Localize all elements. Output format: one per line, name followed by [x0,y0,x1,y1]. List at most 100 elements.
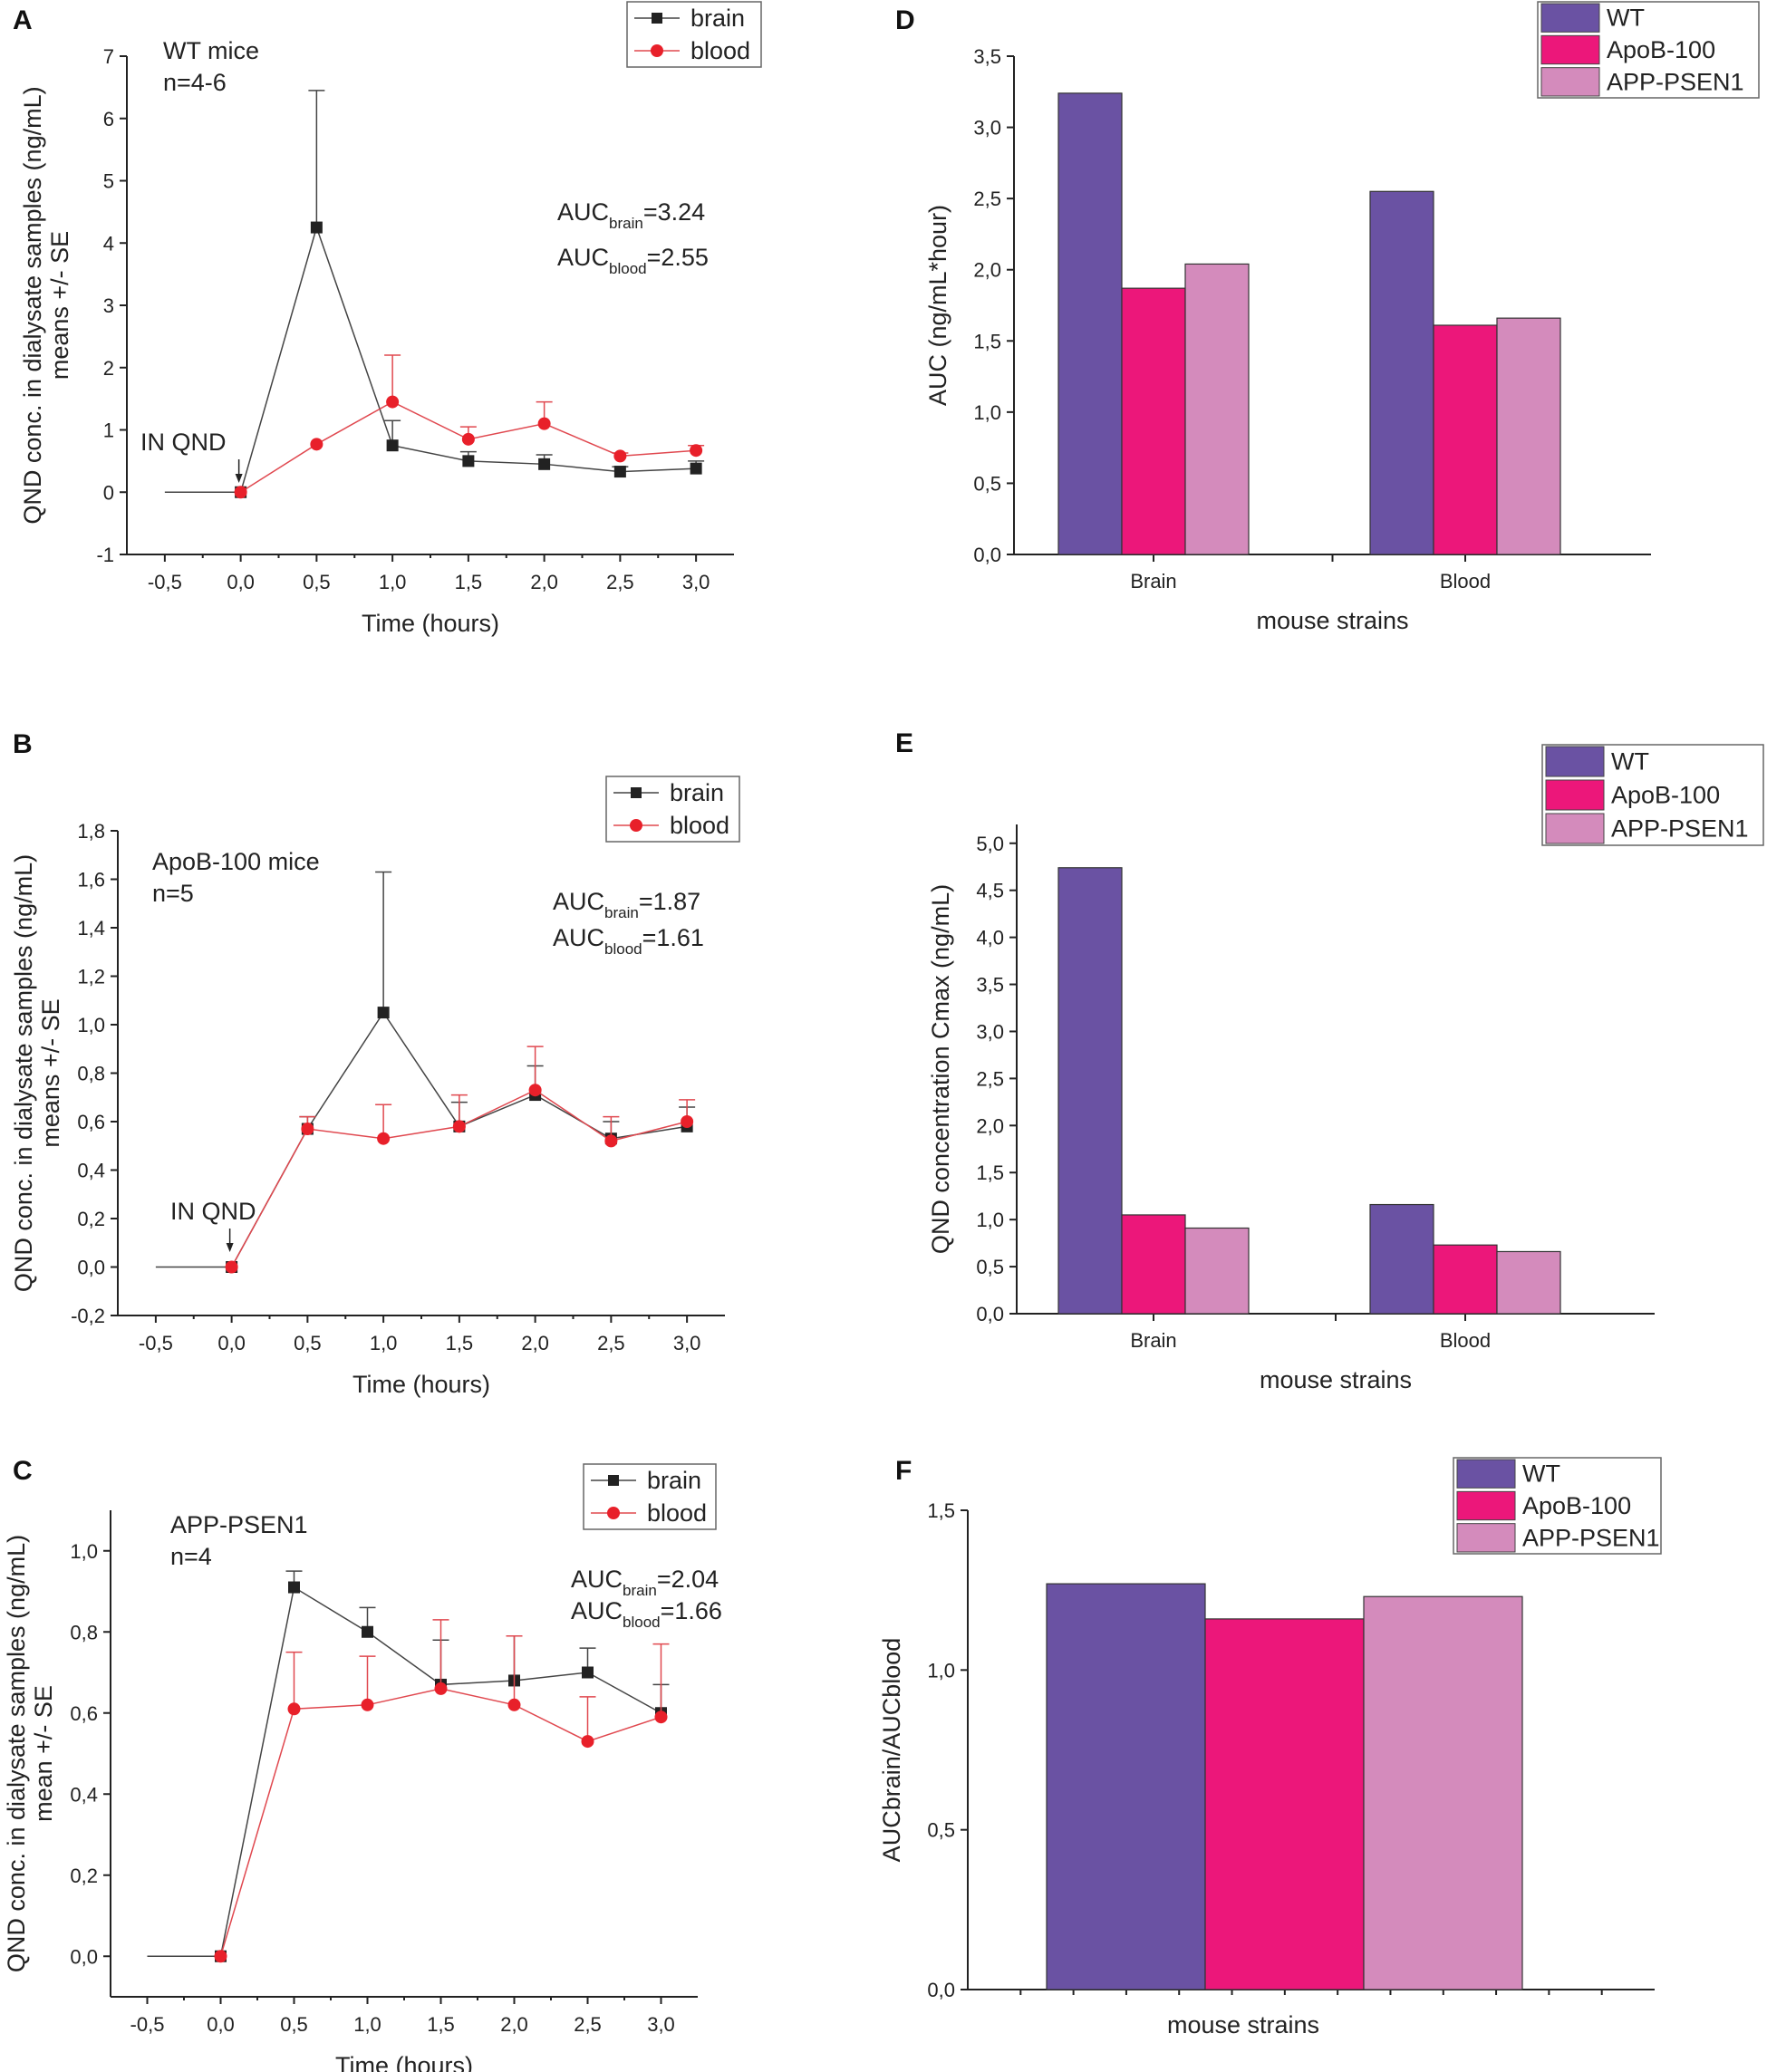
legend-marker-blood [651,44,663,57]
legend-label-blood: blood [670,812,729,839]
panel-f: F 0,0 0,5 1,0 1,5 mouse strains AUCbrain/AUCbl… [878,1456,1662,2038]
legend-label-ApoB-100: ApoB-100 [1611,782,1720,809]
bar-APP-PSEN1-blood [1496,317,1561,555]
x-tick-label: 3,0 [673,1332,701,1354]
y-tick-label: 0,5 [976,1256,1004,1278]
y-tick-label: 3 [103,294,114,317]
y-tick-label: 0 [103,481,114,504]
legend: WT ApoB-100 APP-PSEN1 [1537,1,1760,99]
data-point-brain [462,455,475,467]
auc-text-blood: AUCblood=2.55 [557,244,709,277]
legend-label-WT: WT [1611,748,1649,776]
data-point-brain [582,1666,594,1679]
panel-d: D 0,0 0,5 1,0 1,5 2,0 2,5 3,0 3,5 Brain Blood mouse… [895,1,1760,634]
y-tick-label: 0,0 [973,544,1001,566]
data-point-blood [528,1084,542,1097]
x-tick-label: 1,0 [379,571,407,593]
y-axis: 0,0 0,5 1,0 1,5 [927,1499,969,2001]
y-axis-label-line2: means +/- SE [46,231,73,380]
legend: brain blood [605,776,740,843]
y-tick-label: 3,0 [976,1020,1004,1043]
panel-label: F [895,1456,912,1486]
y-tick-label: 2,0 [973,259,1001,282]
y-tick-label: 0,8 [77,1063,105,1085]
x-tick-label: 2,5 [597,1332,625,1354]
x-tick-label: 1,5 [455,571,483,593]
legend-label-WT: WT [1607,5,1645,32]
y-tick-label: 0,2 [70,1865,98,1887]
legend: brain blood [583,1463,717,1530]
y-axis: 0,0 0,5 1,0 1,5 2,0 2,5 3,0 3,5 4,0 4,5 5,0 [976,824,1018,1325]
x-axis: Brain Blood [1014,554,1651,593]
x-tick-label: 0,0 [207,2013,235,2036]
y-tick-label: 1,5 [973,330,1001,352]
legend-label-ApoB-100: ApoB-100 [1522,1492,1631,1519]
data-point-blood [461,432,475,446]
x-category-label: Blood [1440,570,1491,593]
series-line-brain [230,1011,688,1267]
x-tick-label: 1,5 [446,1332,474,1354]
x-tick-label: -0,5 [148,571,182,593]
legend: WT ApoB-100 APP-PSEN1 [1541,744,1764,846]
bar-ApoB-100-brain [1121,1214,1186,1315]
x-axis-label: Time (hours) [362,610,499,637]
auc-sub: brain [609,215,643,232]
auc-sub: brain [604,904,639,921]
panel-c: C 0,0 0,2 0,4 0,6 0,8 1,0 -0,5 0,0 0,5 1,0 1,5 2,0 2,… [3,1456,722,2072]
data-point-blood [434,1682,448,1695]
bar-WT-brain [1057,867,1123,1315]
series-brain [226,871,696,1273]
legend-swatch-APP-PSEN1 [1456,1523,1516,1553]
x-category-label: Blood [1440,1329,1491,1352]
series-line-blood [219,1688,661,1957]
data-point-brain [613,466,626,478]
data-point-brain [386,439,399,452]
auc-base: AUC [553,888,604,915]
chart-title: WT mice [163,37,259,64]
data-point-blood [310,438,323,451]
data-point-brain [377,1007,390,1019]
legend-label-brain: brain [670,779,724,806]
annotation-arrowhead [226,1243,234,1252]
y-tick-label: 1,0 [973,401,1001,424]
x-tick-label: 2,0 [500,2013,528,2036]
x-tick-label: -0,5 [139,1332,173,1354]
y-tick-label: 5 [103,170,114,193]
data-point-blood [654,1711,668,1724]
y-tick-label: 0,4 [70,1783,98,1806]
y-axis-label: QND concentration Cmax (ng/mL) [927,884,954,1254]
data-point-blood [377,1132,391,1145]
legend: brain blood [626,1,762,68]
legend: WT ApoB-100 APP-PSEN1 [1453,1457,1662,1555]
y-tick-label: 4,0 [976,927,1004,949]
x-axis: -0,5 0,0 0,5 1,0 1,5 2,0 2,5 3,0 [111,1996,698,2036]
legend-marker-brain [631,787,642,798]
y-tick-label: 0,5 [973,472,1001,495]
legend-swatch-WT [1545,746,1605,777]
chart-subtitle: n=5 [152,880,194,907]
y-tick-label: 1,4 [77,917,105,940]
auc-value: =3.24 [643,198,705,226]
panel-label: D [895,5,915,35]
x-tick-label: 0,5 [303,571,331,593]
y-axis-label-line1: QND conc. in dialysate samples (ng/mL) [10,854,37,1292]
x-tick-label: -0,5 [130,2013,165,2036]
y-axis: 0,0 0,5 1,0 1,5 2,0 2,5 3,0 3,5 [973,45,1015,566]
auc-text-blood: AUCblood=1.61 [553,924,704,958]
y-tick-label: 0,0 [70,1945,98,1968]
x-tick-label: 0,0 [217,1332,246,1354]
legend-marker-brain [652,13,662,24]
auc-base: AUC [571,1566,623,1593]
y-axis-label-line2: means +/- SE [37,998,64,1147]
y-axis-label-line2: mean +/- SE [30,1685,57,1822]
x-tick-label: 1,0 [353,2013,381,2036]
auc-value: =1.66 [661,1597,722,1624]
x-axis: Brain Blood [1017,1313,1655,1352]
y-tick-label: 1,5 [927,1499,955,1522]
y-axis-label-line1: QND conc. in dialysate samples (ng/mL) [3,1535,30,1972]
x-axis-label: mouse strains [1256,607,1408,634]
legend-marker-blood [630,819,642,832]
y-tick-label: 0,0 [976,1303,1004,1325]
y-tick-label: 0,8 [70,1621,98,1643]
y-tick-label: 7 [103,45,114,68]
